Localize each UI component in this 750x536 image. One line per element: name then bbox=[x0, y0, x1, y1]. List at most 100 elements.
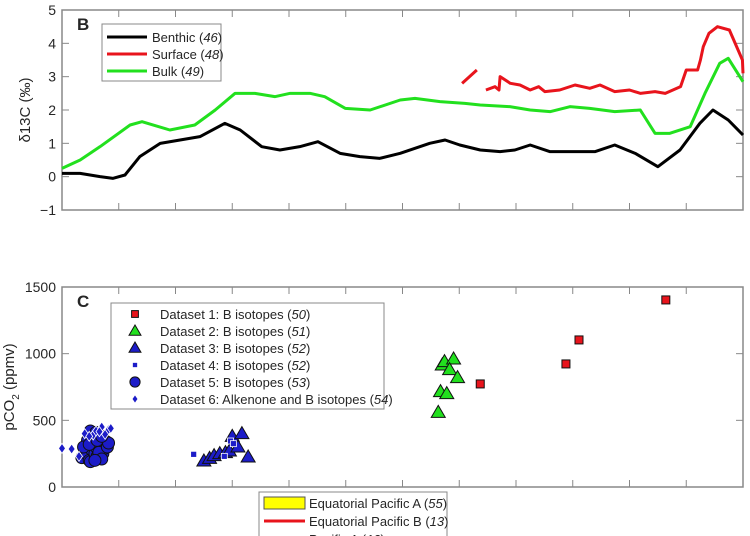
series-4 bbox=[190, 437, 237, 460]
legend-label: Dataset 3: B isotopes (52) bbox=[160, 341, 310, 356]
marker-diamond bbox=[131, 394, 139, 404]
marker-square bbox=[561, 359, 571, 369]
bottom-legend: Equatorial Pacific A (55)Equatorial Paci… bbox=[258, 491, 448, 536]
marker-diamond bbox=[95, 425, 104, 438]
marker-triangle bbox=[445, 351, 462, 365]
legend-label: Surface (48) bbox=[152, 47, 224, 62]
legend-box bbox=[110, 302, 385, 410]
legend-ref: 53 bbox=[292, 375, 307, 390]
marker-square bbox=[131, 310, 139, 318]
series-3 bbox=[196, 425, 257, 467]
legend: Dataset 1: B isotopes (50)Dataset 2: B i… bbox=[110, 302, 393, 410]
legend-ref: 52 bbox=[292, 341, 307, 356]
legend-paren: ) bbox=[306, 341, 310, 356]
legend-label: Dataset 1: B isotopes (50) bbox=[160, 307, 310, 322]
legend-name: Equatorial Pacific B ( bbox=[309, 514, 430, 529]
legend-paren: ) bbox=[381, 532, 385, 536]
marker-small-square bbox=[229, 440, 237, 448]
legend-label: Equatorial Pacific A (55) bbox=[309, 496, 447, 511]
marker-diamond bbox=[75, 450, 84, 463]
series-6 bbox=[58, 421, 115, 463]
y-tick-label: 0 bbox=[48, 479, 56, 495]
marker-triangle bbox=[240, 449, 257, 463]
legend-ref: 55 bbox=[428, 496, 443, 511]
legend-name: Benthic ( bbox=[152, 30, 204, 45]
panel-label: B bbox=[77, 15, 89, 34]
y-axis-label-part: (ppmv) bbox=[1, 343, 18, 394]
legend-label: Benthic (46) bbox=[152, 30, 222, 45]
legend-label: Dataset 4: B isotopes (52) bbox=[160, 358, 310, 373]
legend-name: Dataset 1: B isotopes ( bbox=[160, 307, 292, 322]
series-line-bulk bbox=[61, 56, 745, 170]
legend-label: Pacific A (13) bbox=[309, 532, 385, 536]
legend-swatch-patch bbox=[263, 496, 306, 510]
legend: Benthic (46)Surface (48)Bulk (49) bbox=[101, 23, 224, 82]
y-tick-label: −1 bbox=[40, 202, 56, 218]
series-2 bbox=[430, 351, 466, 418]
marker-square bbox=[574, 335, 584, 345]
legend-ref: 13 bbox=[430, 514, 445, 529]
legend-paren: ) bbox=[218, 30, 222, 45]
marker-square bbox=[475, 379, 485, 389]
marker-diamond bbox=[58, 442, 66, 455]
legend-ref: 48 bbox=[205, 47, 220, 62]
legend-ref: 49 bbox=[185, 64, 199, 79]
legend-name: Pacific A ( bbox=[309, 532, 367, 536]
series-5 bbox=[75, 424, 116, 469]
legend-label: Dataset 5: B isotopes (53) bbox=[160, 375, 310, 390]
series-line-surface bbox=[485, 25, 745, 95]
legend-ref: 52 bbox=[292, 358, 307, 373]
legend-name: Dataset 6: Alkenone and B isotopes ( bbox=[160, 392, 375, 407]
legend-ref: 50 bbox=[292, 307, 307, 322]
marker-small-square bbox=[220, 452, 228, 460]
series-line-surface bbox=[461, 68, 478, 85]
marker-diamond bbox=[101, 428, 110, 441]
marker-square bbox=[661, 295, 671, 305]
y-axis-label-part: pCO bbox=[1, 400, 18, 431]
legend-paren: ) bbox=[306, 358, 310, 373]
legend-paren: ) bbox=[200, 64, 204, 79]
y-tick-label: 5 bbox=[48, 2, 56, 18]
legend-name: Surface ( bbox=[152, 47, 205, 62]
y-tick-label: 4 bbox=[48, 35, 56, 51]
y-tick-label: 0 bbox=[48, 169, 56, 185]
legend-name: Dataset 5: B isotopes ( bbox=[160, 375, 292, 390]
legend-name: Bulk ( bbox=[152, 64, 186, 79]
marker-circle bbox=[129, 376, 141, 388]
legend-paren: ) bbox=[443, 496, 447, 511]
legend-label: Equatorial Pacific B (13) bbox=[309, 514, 448, 529]
legend-label: Dataset 2: B isotopes (51) bbox=[160, 324, 310, 339]
legend-paren: ) bbox=[306, 375, 310, 390]
y-tick-label: 500 bbox=[33, 412, 57, 428]
legend-ref: 54 bbox=[374, 392, 388, 407]
y-tick-label: 3 bbox=[48, 69, 56, 85]
legend-name: Equatorial Pacific A ( bbox=[309, 496, 429, 511]
legend-name: Dataset 4: B isotopes ( bbox=[160, 358, 292, 373]
legend-ref: 13 bbox=[366, 532, 381, 536]
marker-triangle bbox=[128, 324, 142, 336]
marker-triangle bbox=[234, 425, 250, 440]
marker-diamond bbox=[85, 430, 94, 443]
y-axis-label: δ13C (‰) bbox=[17, 77, 34, 142]
marker-triangle bbox=[438, 385, 455, 400]
legend-label: Bulk (49) bbox=[152, 64, 204, 79]
y-axis-label: pCO2 (ppmv) bbox=[1, 343, 22, 430]
marker-circle bbox=[88, 453, 102, 467]
y-axis-label-part: 2 bbox=[11, 394, 22, 400]
y-tick-label: 1 bbox=[48, 135, 56, 151]
legend-paren: ) bbox=[306, 307, 310, 322]
marker-diamond bbox=[67, 443, 76, 455]
series-1 bbox=[475, 295, 671, 389]
marker-triangle bbox=[441, 361, 458, 376]
legend-name: Dataset 3: B isotopes ( bbox=[160, 341, 292, 356]
legend-paren: ) bbox=[306, 324, 310, 339]
marker-triangle bbox=[128, 341, 142, 353]
marker-small-square bbox=[132, 362, 138, 368]
marker-diamond bbox=[106, 422, 115, 435]
legend-name: Dataset 2: B isotopes ( bbox=[160, 324, 292, 339]
marker-small-square bbox=[190, 450, 198, 458]
y-tick-label: 1000 bbox=[25, 346, 56, 362]
